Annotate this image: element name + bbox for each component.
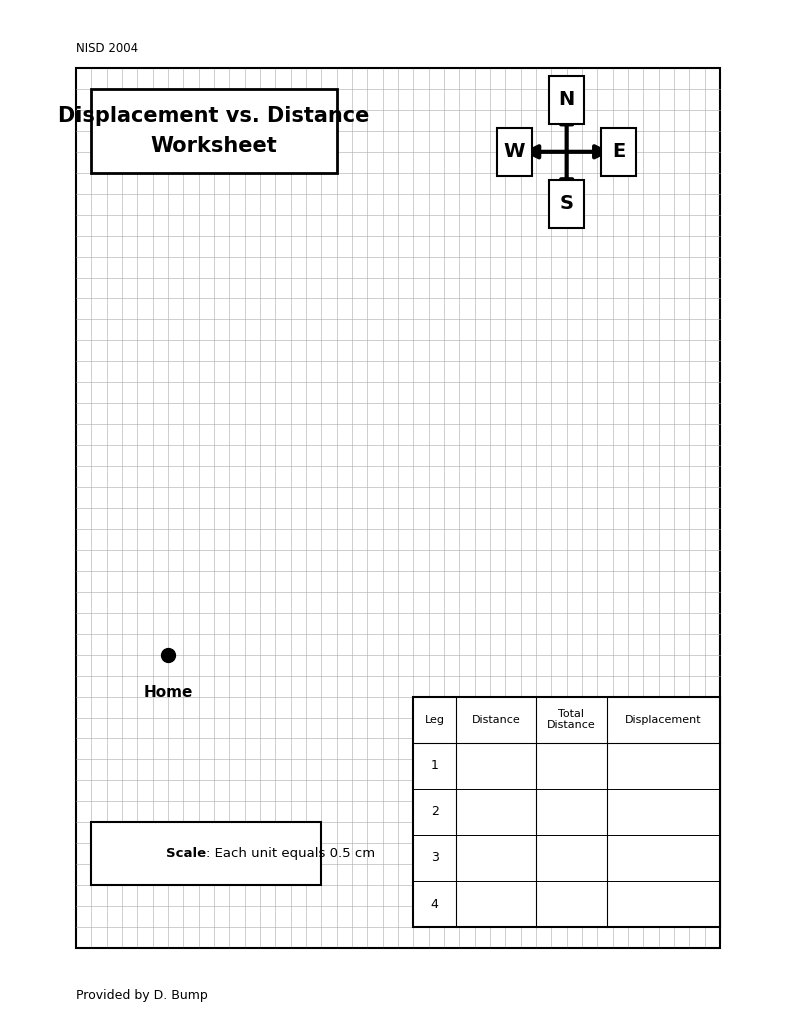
Text: N: N — [558, 90, 575, 110]
Text: Leg: Leg — [425, 715, 445, 725]
Bar — [76, 68, 720, 948]
Text: 3: 3 — [431, 851, 439, 864]
Text: 4: 4 — [431, 897, 439, 910]
Text: 2: 2 — [431, 805, 439, 818]
Text: Provided by D. Bump: Provided by D. Bump — [76, 989, 208, 1002]
Bar — [91, 822, 321, 885]
Text: Distance: Distance — [471, 715, 520, 725]
Text: E: E — [612, 142, 626, 162]
Text: Home: Home — [143, 685, 193, 699]
Text: Scale: Scale — [166, 847, 206, 860]
Text: Displacement vs. Distance: Displacement vs. Distance — [59, 106, 369, 126]
Bar — [91, 89, 337, 173]
Text: 1: 1 — [431, 759, 439, 772]
Text: W: W — [504, 142, 525, 162]
Bar — [497, 128, 532, 176]
Bar — [601, 128, 637, 176]
Bar — [414, 696, 720, 927]
Text: : Each unit equals 0.5 cm: : Each unit equals 0.5 cm — [206, 847, 376, 860]
Text: NISD 2004: NISD 2004 — [76, 42, 138, 55]
Text: Worksheet: Worksheet — [150, 135, 278, 156]
Bar — [549, 180, 585, 228]
Text: Total
Distance: Total Distance — [547, 709, 596, 730]
Text: S: S — [560, 195, 573, 213]
Text: Displacement: Displacement — [625, 715, 702, 725]
Bar — [549, 76, 585, 124]
